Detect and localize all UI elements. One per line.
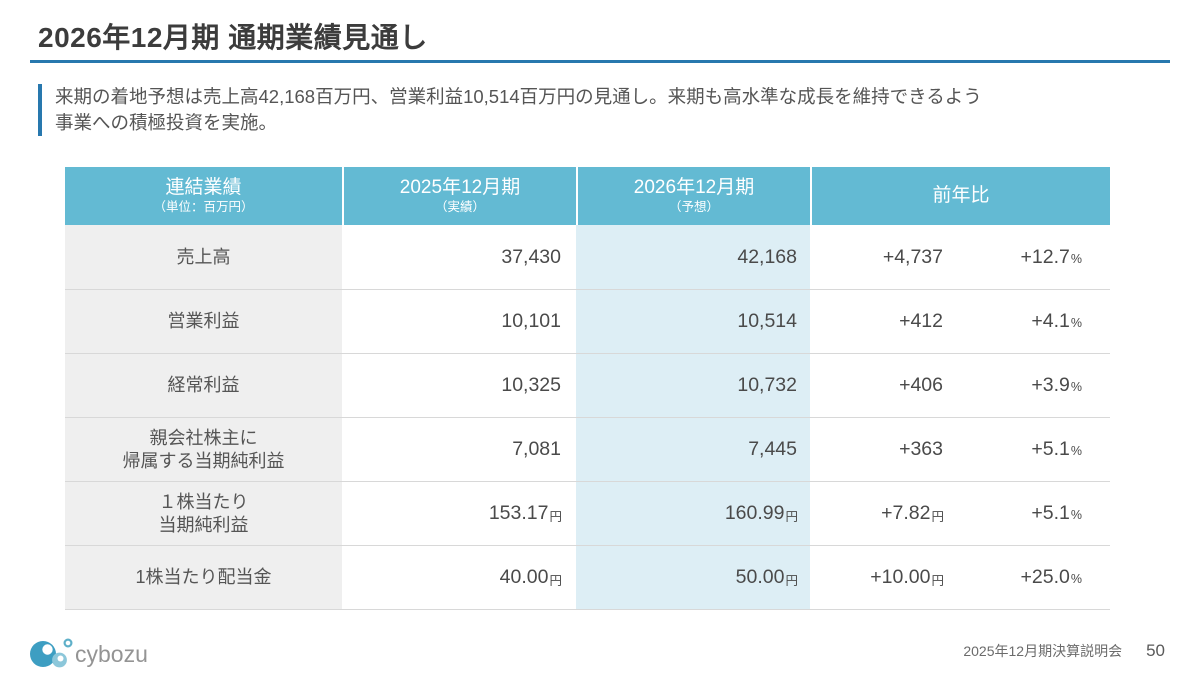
header-fy2026-title: 2026年12月期 <box>633 177 755 198</box>
percent-suffix: % <box>1070 251 1082 266</box>
actual-value: 153.17 円 <box>342 482 576 545</box>
yoy-diff-value: +10.00 円 <box>810 546 954 609</box>
percent-suffix: % <box>1070 572 1082 586</box>
results-forecast-table: 連結業績 （単位：百万円） 2025年12月期 （実績） 2026年12月期 （… <box>65 167 1110 610</box>
header-consolidated-results-title: 連結業績 <box>165 177 242 198</box>
yoy-pct-value: +12.7% <box>954 225 1110 289</box>
yen-suffix: 円 <box>549 509 562 524</box>
actual-value: 10,325 <box>342 354 576 417</box>
yen-suffix: 円 <box>785 573 798 588</box>
summary-block: 来期の着地予想は売上高42,168百万円、営業利益10,514百万円の見通し。来… <box>38 84 1155 136</box>
table-row-operating-profit: 営業利益 10,101 10,514 +412 +4.1% <box>65 289 1110 353</box>
percent-suffix: % <box>1070 444 1082 458</box>
title-underline <box>30 60 1170 63</box>
forecast-value: 42,168 <box>576 225 810 289</box>
actual-value: 7,081 <box>342 418 576 481</box>
table-row-ordinary-profit: 経常利益 10,325 10,732 +406 +3.9% <box>65 353 1110 417</box>
header-fy2025: 2025年12月期 （実績） <box>342 167 576 225</box>
header-yoy-title: 前年比 <box>932 185 990 206</box>
yen-suffix: 円 <box>549 573 562 588</box>
yoy-diff-value: +4,737 <box>810 225 954 289</box>
summary-line-1: 来期の着地予想は売上高42,168百万円、営業利益10,514百万円の見通し。来… <box>55 86 982 107</box>
forecast-value: 50.00 円 <box>576 546 810 609</box>
table-body: 売上高 37,430 42,168 +4,737 +12.7% 営業利益 10,… <box>65 225 1110 610</box>
yoy-diff-value: +7.82 円 <box>810 482 954 545</box>
yoy-pct-value: +3.9% <box>954 354 1110 417</box>
row-label: １株当たり 当期純利益 <box>65 482 342 545</box>
header-fy2026: 2026年12月期 （予想） <box>576 167 810 225</box>
yoy-pct-value: +5.1% <box>954 482 1110 545</box>
cybozu-logo-text: cybozu <box>75 641 148 667</box>
header-yoy: 前年比 <box>810 167 1110 225</box>
table-row-net-sales: 売上高 37,430 42,168 +4,737 +12.7% <box>65 225 1110 289</box>
forecast-value: 10,514 <box>576 290 810 353</box>
row-label: 営業利益 <box>65 290 342 353</box>
page-title: 2026年12月期 通期業績見通し <box>38 22 428 53</box>
yen-suffix: 円 <box>931 573 944 588</box>
forecast-value: 10,732 <box>576 354 810 417</box>
header-fy2025-title: 2025年12月期 <box>399 177 521 198</box>
yoy-pct-value: +5.1% <box>954 418 1110 481</box>
row-label: 1株当たり配当金 <box>65 546 342 609</box>
row-label: 売上高 <box>65 225 342 289</box>
table-row-eps: １株当たり 当期純利益 153.17 円 160.99 円 +7.82 円 +5.1% <box>65 481 1110 545</box>
percent-suffix: % <box>1070 508 1082 522</box>
table-row-net-income-attributable: 親会社株主に 帰属する当期純利益 7,081 7,445 +363 +5.1% <box>65 417 1110 481</box>
yoy-diff-value: +363 <box>810 418 954 481</box>
row-label: 経常利益 <box>65 354 342 417</box>
yen-suffix: 円 <box>931 509 944 524</box>
footer-event-title: 2025年12月期決算説明会 <box>963 643 1123 659</box>
table-header: 連結業績 （単位：百万円） 2025年12月期 （実績） 2026年12月期 （… <box>65 167 1110 225</box>
actual-value: 37,430 <box>342 225 576 289</box>
forecast-value: 160.99 円 <box>576 482 810 545</box>
summary-line-2: 事業への積極投資を実施。 <box>55 112 278 133</box>
header-fy2025-sub: （実績） <box>434 200 485 214</box>
cybozu-logo: cybozu <box>26 633 176 671</box>
actual-value: 40.00 円 <box>342 546 576 609</box>
header-fy2026-sub: （予想） <box>668 200 719 214</box>
cybozu-logo-icon: cybozu <box>30 638 148 668</box>
yoy-pct-value: +25.0% <box>954 546 1110 609</box>
percent-suffix: % <box>1070 380 1082 394</box>
table-row-dividend-per-share: 1株当たり配当金 40.00 円 50.00 円 +10.00 円 +25.0% <box>65 545 1110 609</box>
footer-right: 2025年12月期決算説明会 50 <box>963 641 1165 661</box>
yoy-diff-value: +406 <box>810 354 954 417</box>
actual-value: 10,101 <box>342 290 576 353</box>
row-label: 親会社株主に 帰属する当期純利益 <box>65 418 342 481</box>
header-unit-note: （単位：百万円） <box>153 200 254 214</box>
percent-suffix: % <box>1070 316 1082 330</box>
yen-suffix: 円 <box>785 509 798 524</box>
header-consolidated-results: 連結業績 （単位：百万円） <box>65 167 342 225</box>
yoy-diff-value: +412 <box>810 290 954 353</box>
forecast-value: 7,445 <box>576 418 810 481</box>
yoy-pct-value: +4.1% <box>954 290 1110 353</box>
page-number: 50 <box>1146 641 1165 660</box>
